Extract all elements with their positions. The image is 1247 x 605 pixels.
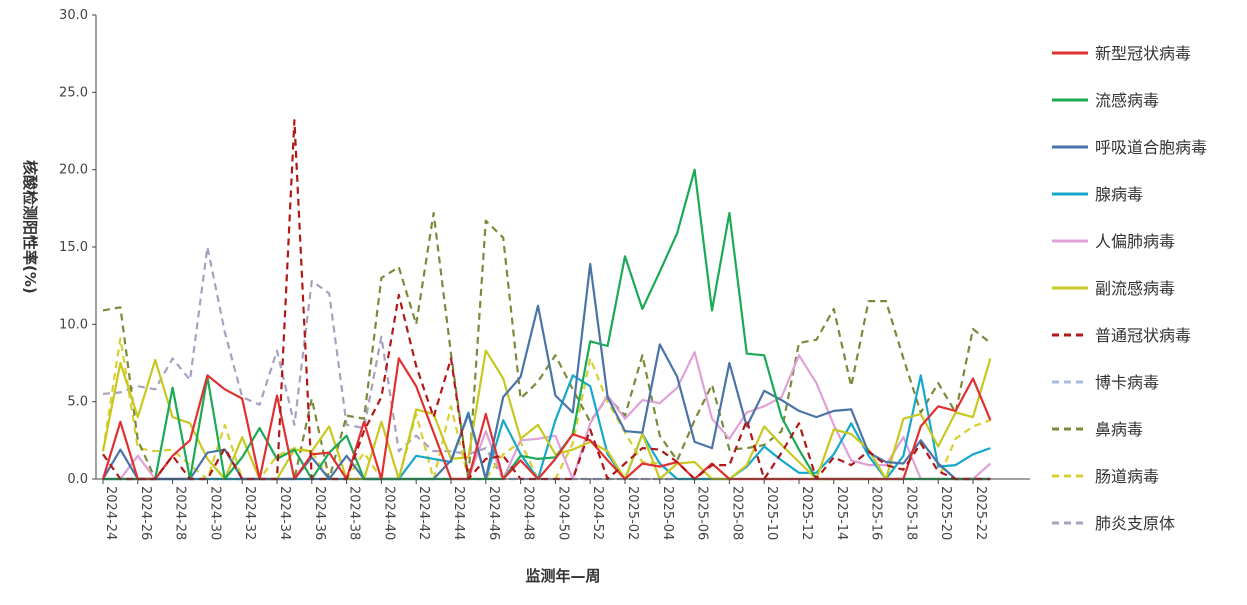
legend-label: 肺炎支原体 — [1095, 514, 1175, 533]
x-tick-label: 2025-22 — [973, 486, 988, 540]
legend-label: 肠道病毒 — [1095, 467, 1159, 486]
x-tick-label: 2025-10 — [764, 486, 779, 540]
x-tick-label: 2025-04 — [660, 486, 675, 540]
x-tick-label: 2025-12 — [799, 486, 814, 540]
y-ticks: 0.0 5.0 10.0 15.0 20.0 25.0 30.0 — [59, 8, 96, 487]
plot-area — [101, 119, 992, 481]
legend-label: 博卡病毒 — [1095, 373, 1159, 392]
legend-label: 流感病毒 — [1095, 91, 1159, 110]
x-tick-label: 2025-02 — [625, 486, 640, 540]
x-axis-title: 监测年—周 — [525, 567, 600, 585]
y-tick-label: 10.0 — [59, 317, 88, 332]
legend-label: 腺病毒 — [1095, 185, 1143, 204]
legend-label: 鼻病毒 — [1095, 420, 1143, 439]
y-tick-label: 25.0 — [59, 85, 88, 100]
x-tick-label: 2024-38 — [347, 486, 362, 540]
x-tick-label: 2025-06 — [695, 486, 710, 540]
x-tick-label: 2025-08 — [729, 486, 744, 540]
series-line-10 — [102, 245, 991, 481]
x-tick-label: 2024-40 — [381, 486, 396, 540]
y-tick-label: 30.0 — [59, 8, 88, 23]
y-tick-label: 15.0 — [59, 240, 88, 255]
x-tick-label: 2025-14 — [834, 486, 849, 540]
x-tick-label: 2024-42 — [416, 486, 431, 540]
x-tick-label: 2024-28 — [173, 486, 188, 540]
x-tick-label: 2024-32 — [242, 486, 257, 540]
x-tick-label: 2025-18 — [903, 486, 918, 540]
legend-label: 呼吸道合胞病毒 — [1095, 138, 1207, 157]
x-ticks: 2024-24 2024-26 2024-28 2024-30 2024-32 2024-… — [102, 479, 988, 540]
axes — [95, 15, 1030, 480]
x-tick-label: 2024-46 — [486, 486, 501, 540]
x-tick-label: 2024-44 — [451, 486, 466, 540]
x-tick-label: 2024-30 — [207, 486, 222, 540]
y-tick-label: 5.0 — [67, 395, 88, 410]
x-tick-label: 2024-52 — [590, 486, 605, 540]
x-tick-label: 2024-34 — [277, 486, 292, 540]
legend-label: 新型冠状病毒 — [1095, 44, 1191, 63]
x-tick-label: 2024-26 — [138, 486, 153, 540]
x-tick-label: 2024-36 — [312, 486, 327, 540]
x-tick-label: 2024-24 — [103, 486, 118, 540]
legend-label: 普通冠状病毒 — [1095, 326, 1191, 345]
x-tick-label: 2025-16 — [869, 486, 884, 540]
y-tick-label: 20.0 — [59, 163, 88, 178]
y-axis-title: 核酸检测阳性率(%) — [21, 160, 39, 294]
x-tick-label: 2024-50 — [555, 486, 570, 540]
legend-label: 人偏肺病毒 — [1095, 232, 1175, 251]
legend-label: 副流感病毒 — [1095, 279, 1175, 298]
x-tick-label: 2025-20 — [938, 486, 953, 540]
series-line-5 — [101, 349, 992, 481]
legend: 新型冠状病毒流感病毒呼吸道合胞病毒腺病毒人偏肺病毒副流感病毒普通冠状病毒博卡病毒… — [1052, 44, 1207, 533]
y-tick-label: 0.0 — [67, 472, 88, 487]
x-tick-label: 2024-48 — [521, 486, 536, 540]
